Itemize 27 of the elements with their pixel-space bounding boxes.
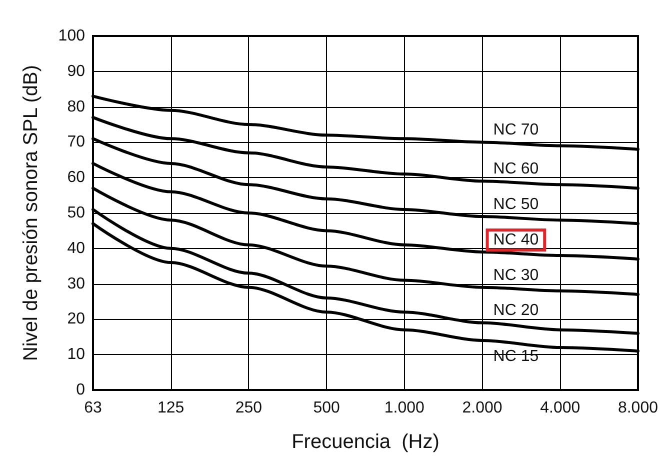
x-axis-title: Frecuencia (Hz) — [292, 431, 440, 453]
y-tick-label: 80 — [67, 98, 86, 116]
y-tick-label: 0 — [76, 382, 86, 398]
y-tick-label: 100 — [58, 28, 86, 44]
series-label: NC 20 — [493, 302, 539, 320]
x-tick-label: 63 — [84, 400, 102, 416]
x-tick-label: 125 — [158, 400, 184, 416]
y-tick-label: 50 — [67, 204, 86, 222]
series-label: NC 60 — [493, 160, 539, 178]
y-tick-label: 10 — [67, 346, 86, 364]
y-tick-label: 70 — [67, 134, 86, 151]
series-label: NC 70 — [493, 122, 539, 139]
y-tick-label: 40 — [67, 240, 86, 257]
series-label: NC 30 — [493, 266, 539, 284]
x-tick-label: 2.000 — [462, 400, 502, 416]
x-tick-label: 250 — [235, 400, 262, 416]
series-label: NC 40 — [493, 231, 539, 248]
x-tick-label: 4.000 — [540, 400, 580, 416]
y-tick-label: 20 — [67, 310, 86, 328]
series-label: NC 50 — [493, 196, 539, 214]
y-tick-label: 30 — [67, 275, 86, 292]
y-tick-label: 90 — [67, 62, 86, 80]
x-tick-label: 1.000 — [384, 400, 425, 416]
y-axis-title: Nivel de presión sonora SPL (dB) — [20, 64, 42, 362]
y-tick-label: 60 — [67, 169, 86, 186]
x-tick-label: 500 — [313, 400, 340, 416]
x-tick-label: 8.000 — [618, 400, 658, 416]
